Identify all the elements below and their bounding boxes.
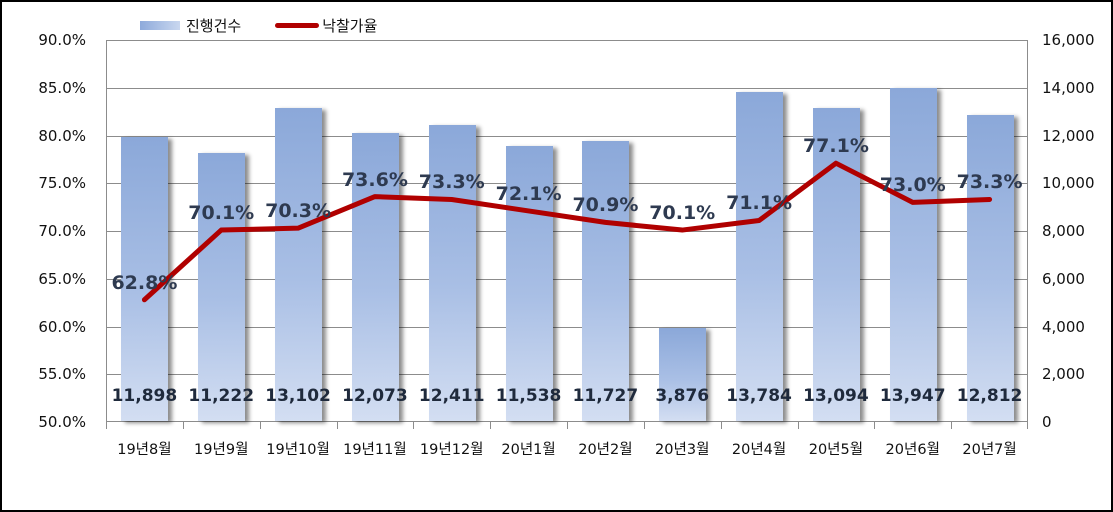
y-right-tick-label: 6,000 xyxy=(1042,269,1085,288)
legend-item-rate: 낙찰가율 xyxy=(275,15,377,36)
x-tick xyxy=(1027,422,1028,429)
rate-value-label: 73.3% xyxy=(956,171,1023,194)
rate-value-label: 62.8% xyxy=(111,271,178,294)
bar-value-label: 13,784 xyxy=(726,386,792,406)
y-left-tick-label: 80.0% xyxy=(38,126,86,145)
y-right-tick-label: 4,000 xyxy=(1042,317,1085,336)
bar-value-label: 11,222 xyxy=(188,386,255,406)
x-tick xyxy=(413,422,415,429)
y-left-tick-label: 55.0% xyxy=(38,365,86,384)
y-left-tick-label: 90.0% xyxy=(38,31,86,49)
bar-count xyxy=(275,108,323,421)
rate-value-label: 73.6% xyxy=(341,168,408,191)
bar-count xyxy=(351,132,399,421)
rate-polyline xyxy=(141,160,993,303)
bar-count xyxy=(812,108,860,421)
bar-count xyxy=(582,141,630,421)
gridline xyxy=(107,374,1027,376)
x-category-label: 19년10월 xyxy=(266,442,330,458)
y-right-tick-label: 10,000 xyxy=(1042,174,1095,193)
bar-count xyxy=(428,124,476,421)
rate-value-label: 73.3% xyxy=(418,171,485,194)
x-tick xyxy=(567,422,568,429)
x-tick xyxy=(951,422,953,429)
x-tick xyxy=(490,422,492,429)
x-tick xyxy=(182,422,184,429)
x-category-label: 19년11월 xyxy=(343,442,407,458)
bar-value-label: 12,073 xyxy=(342,386,408,406)
gridline xyxy=(107,183,1027,185)
y-right-tick-label: 2,000 xyxy=(1042,365,1085,384)
rate-value-label: 73.0% xyxy=(879,174,946,197)
bar-count xyxy=(505,145,553,421)
bar-value-label: 11,898 xyxy=(111,386,178,406)
y-right-tick-label: 16,000 xyxy=(1042,31,1095,49)
legend-count-label: 진행건수 xyxy=(186,16,242,35)
rate-value-label: 70.9% xyxy=(572,194,639,217)
bar-value-label: 13,094 xyxy=(803,386,869,406)
bar-value-label: 12,411 xyxy=(418,386,485,406)
bar-value-label: 13,947 xyxy=(879,386,946,406)
y-left-tick-label: 85.0% xyxy=(38,78,86,97)
legend-line-swatch-icon xyxy=(275,22,320,28)
x-category-label: 19년8월 xyxy=(117,442,172,458)
gridline xyxy=(107,231,1027,232)
y-right-tick-label: 8,000 xyxy=(1042,222,1085,240)
bar-count xyxy=(889,88,937,421)
x-category-label: 20년4월 xyxy=(731,442,787,458)
bar-count xyxy=(736,91,784,421)
rate-value-label: 77.1% xyxy=(802,135,869,158)
x-category-label: 19년12월 xyxy=(419,442,484,458)
x-tick xyxy=(643,422,645,429)
legend: 진행건수 낙찰가율 xyxy=(140,14,411,36)
gridline xyxy=(107,87,1027,89)
rate-value-label: 70.1% xyxy=(649,202,716,225)
y-right-tick-label: 0 xyxy=(1042,413,1052,431)
x-tick xyxy=(797,422,799,429)
x-tick xyxy=(336,422,338,429)
y-left-tick-label: 70.0% xyxy=(38,222,86,240)
legend-item-count: 진행건수 xyxy=(140,15,241,36)
rate-line xyxy=(141,160,993,303)
x-category-label: 20년5월 xyxy=(808,442,864,458)
y-left-tick-label: 60.0% xyxy=(38,317,86,336)
x-category-label: 19년9월 xyxy=(194,442,249,458)
x-category-label: 20년7월 xyxy=(962,442,1017,458)
bar-value-label: 11,538 xyxy=(495,386,562,406)
y-right-tick-label: 14,000 xyxy=(1042,78,1095,97)
x-category-label: 20년2월 xyxy=(578,442,633,458)
bar-count xyxy=(198,153,246,421)
bar-value-label: 13,102 xyxy=(265,386,331,406)
rate-value-label: 72.1% xyxy=(495,182,562,205)
legend-bar-swatch-icon xyxy=(140,20,180,30)
gridline xyxy=(107,135,1027,137)
rate-value-label: 70.3% xyxy=(265,200,332,223)
legend-rate-label: 낙찰가율 xyxy=(322,16,378,35)
bar-count xyxy=(121,136,169,421)
bar-count xyxy=(966,115,1014,421)
x-tick xyxy=(259,422,261,429)
bar-value-label: 12,812 xyxy=(956,386,1023,406)
x-tick xyxy=(106,422,107,429)
x-category-label: 20년3월 xyxy=(655,442,710,458)
plot-area xyxy=(106,40,1028,422)
y-right-tick-label: 12,000 xyxy=(1042,126,1095,145)
y-left-tick-label: 75.0% xyxy=(38,174,86,193)
bar-count xyxy=(659,328,707,421)
x-tick xyxy=(720,422,722,429)
bar-value-label: 3,876 xyxy=(655,386,710,406)
x-category-label: 20년6월 xyxy=(885,442,940,458)
x-tick xyxy=(874,422,876,429)
gridline xyxy=(107,278,1027,280)
gridline xyxy=(107,326,1027,328)
y-left-tick-label: 50.0% xyxy=(38,413,86,431)
x-category-label: 20년1월 xyxy=(501,442,556,458)
bar-value-label: 11,727 xyxy=(572,386,639,406)
rate-value-label: 70.1% xyxy=(188,202,255,225)
rate-value-label: 71.1% xyxy=(726,192,793,215)
y-left-tick-label: 65.0% xyxy=(38,269,86,288)
